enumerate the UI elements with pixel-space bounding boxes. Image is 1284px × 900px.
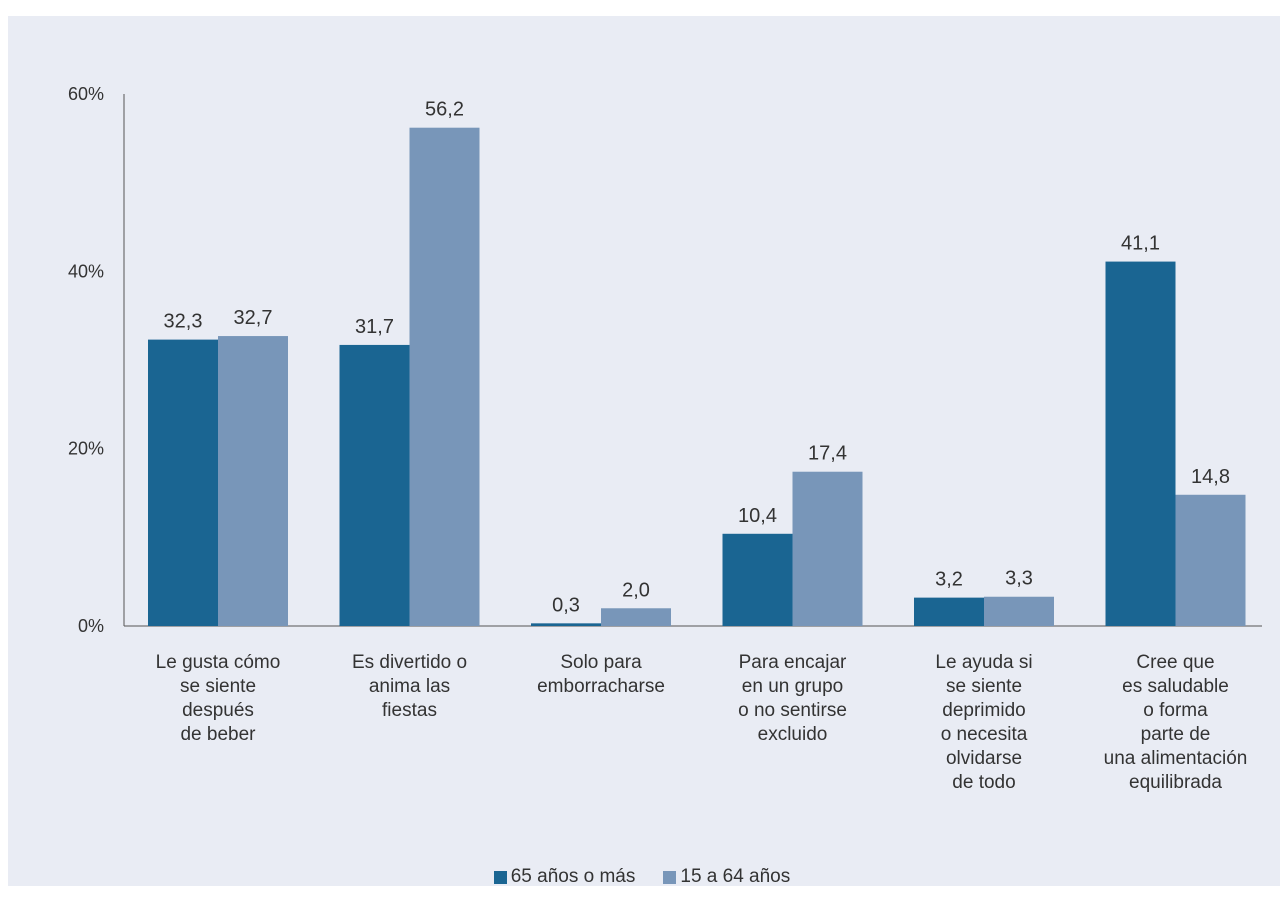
data-label: 3,3 (1005, 568, 1033, 590)
category-label-line: de todo (952, 772, 1015, 793)
category-label-line: excluido (758, 724, 828, 745)
legend-label: 15 a 64 años (680, 866, 791, 887)
category-label-line: equilibrada (1129, 772, 1222, 793)
bar (914, 597, 984, 626)
category-label-line: es saludable (1122, 676, 1229, 697)
bar (218, 336, 288, 626)
data-label: 17,4 (808, 443, 847, 465)
data-label: 56,2 (425, 99, 464, 121)
category-label-line: después (182, 700, 254, 721)
bar (148, 339, 218, 626)
category-label-line: una alimentación (1104, 748, 1248, 769)
category-label: Es divertido o anima las fiestas (352, 652, 467, 721)
category-label-line: se siente (180, 676, 256, 697)
data-label: 10,4 (738, 505, 777, 527)
data-label: 32,7 (234, 307, 273, 329)
category-label-line: anima las (369, 676, 450, 697)
category-label-line: fiestas (382, 700, 437, 721)
category-label-line: deprimido (942, 700, 1025, 721)
bar (1175, 494, 1246, 626)
data-label: 41,1 (1121, 233, 1160, 255)
category-label: Cree que es saludable o forma parte de una a… (1104, 652, 1248, 793)
data-label: 2,0 (622, 579, 650, 601)
category-label-line: emborracharse (537, 676, 665, 697)
data-label: 3,2 (935, 569, 963, 591)
category-label-line: Cree que (1136, 652, 1214, 673)
category-label-line: se siente (946, 676, 1022, 697)
data-label: 14,8 (1191, 466, 1230, 488)
bar (601, 608, 671, 626)
y-tick-label: 60% (68, 84, 104, 104)
legend-item: 15 a 64 años (663, 866, 790, 888)
category-label-line: Le gusta cómo (156, 652, 281, 673)
bar (339, 344, 410, 626)
category-label-line: parte de (1141, 724, 1211, 745)
bar (984, 596, 1054, 626)
category-label-line: Para encajar (739, 652, 847, 673)
bar (722, 533, 793, 626)
data-label: 32,3 (164, 311, 203, 333)
category-label-line: de beber (180, 724, 256, 745)
data-label: 0,3 (552, 594, 580, 616)
legend-item: 65 años o más (493, 866, 636, 888)
y-tick-label: 0% (78, 616, 104, 636)
category-label-line: o necesita (941, 724, 1028, 745)
category-label: Le gusta cómo se siente después de beber (156, 652, 281, 745)
category-label-line: Solo para (560, 652, 642, 673)
category-label: Le ayuda si se siente deprimido o necesita o… (935, 652, 1032, 793)
legend-label: 65 años o más (510, 866, 636, 887)
category-label-line: Es divertido o (352, 652, 467, 673)
category-label-line: olvidarse (946, 748, 1022, 769)
category-label-line: o forma (1143, 700, 1208, 721)
bar (1105, 261, 1176, 626)
bar (531, 623, 601, 626)
category-label-line: o no sentirse (738, 700, 847, 721)
y-tick-label: 20% (68, 439, 104, 459)
legend-swatch (663, 870, 677, 884)
category-label: Para encajar en un grupo o no sentirse excl… (738, 652, 847, 745)
bar (792, 471, 863, 626)
bar (409, 127, 480, 627)
category-label-line: en un grupo (742, 676, 843, 697)
legend-swatch (493, 870, 507, 884)
y-tick-label: 40% (68, 261, 104, 281)
data-label: 31,7 (355, 316, 394, 338)
category-label-line: Le ayuda si (935, 652, 1032, 673)
category-label: Solo para emborracharse (537, 652, 665, 697)
legend: 65 años o más 15 a 64 años (0, 866, 1284, 888)
